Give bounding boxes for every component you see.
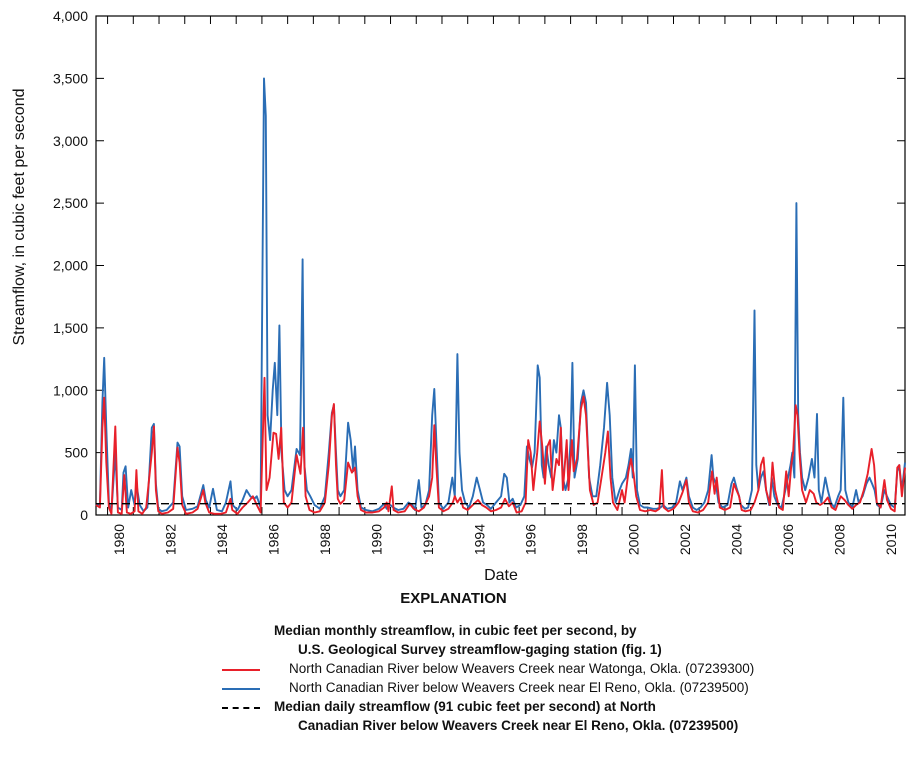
legend-title: EXPLANATION xyxy=(400,590,507,607)
y-tick-label: 3,000 xyxy=(53,133,88,149)
y-tick-label: 4,000 xyxy=(53,8,88,24)
x-tick-label: 2004 xyxy=(729,524,745,555)
x-tick-label: 1986 xyxy=(265,524,281,555)
legend-heading-line2: U.S. Geological Survey streamflow-gaging… xyxy=(298,642,662,657)
y-tick-label: 0 xyxy=(80,507,88,523)
y-tick-label: 2,000 xyxy=(53,258,88,274)
x-tick-label: 1980 xyxy=(111,524,127,555)
legend-median-line1: Median daily streamflow (91 cubic feet p… xyxy=(274,699,656,714)
y-tick-label: 2,500 xyxy=(53,195,88,211)
x-tick-label: 2000 xyxy=(626,524,642,555)
x-tick-label: 1988 xyxy=(317,524,333,555)
legend-swatch-watonga xyxy=(222,669,260,671)
x-tick-label: 1982 xyxy=(163,524,179,555)
x-axis-label: Date xyxy=(484,567,518,584)
y-tick-label: 1,000 xyxy=(53,382,88,398)
legend-swatch-el-reno xyxy=(222,688,260,690)
legend-label-watonga: North Canadian River below Weavers Creek… xyxy=(289,661,755,676)
legend-heading-line1: Median monthly streamflow, in cubic feet… xyxy=(274,623,637,638)
chart: 05001,0001,5002,0002,5003,0003,5004,000 … xyxy=(11,8,906,584)
legend-median-line2: Canadian River below Weavers Creek near … xyxy=(298,718,739,733)
x-tick-label: 1998 xyxy=(574,524,590,555)
y-tick-label: 500 xyxy=(65,445,89,461)
x-tick-label: 1994 xyxy=(471,524,487,555)
series-line-el-reno xyxy=(95,77,906,514)
series-line-watonga xyxy=(95,376,906,515)
legend-label-el-reno: North Canadian River below Weavers Creek… xyxy=(289,680,749,695)
x-tick-label: 2010 xyxy=(883,524,899,555)
x-tick-label: 1984 xyxy=(214,524,230,555)
x-tick-label: 1996 xyxy=(523,524,539,555)
legend-swatch-median xyxy=(222,707,260,709)
plot-frame xyxy=(95,15,906,516)
x-tick-label: 2002 xyxy=(677,524,693,555)
y-axis-label: Streamflow, in cubic feet per second xyxy=(11,88,28,345)
x-tick-label: 2006 xyxy=(780,524,796,555)
y-tick-label: 1,500 xyxy=(53,320,88,336)
y-tick-label: 3,500 xyxy=(53,70,88,86)
x-tick-label: 1992 xyxy=(420,524,436,555)
x-tick-label: 2008 xyxy=(831,524,847,555)
x-tick-label: 1990 xyxy=(368,524,384,555)
